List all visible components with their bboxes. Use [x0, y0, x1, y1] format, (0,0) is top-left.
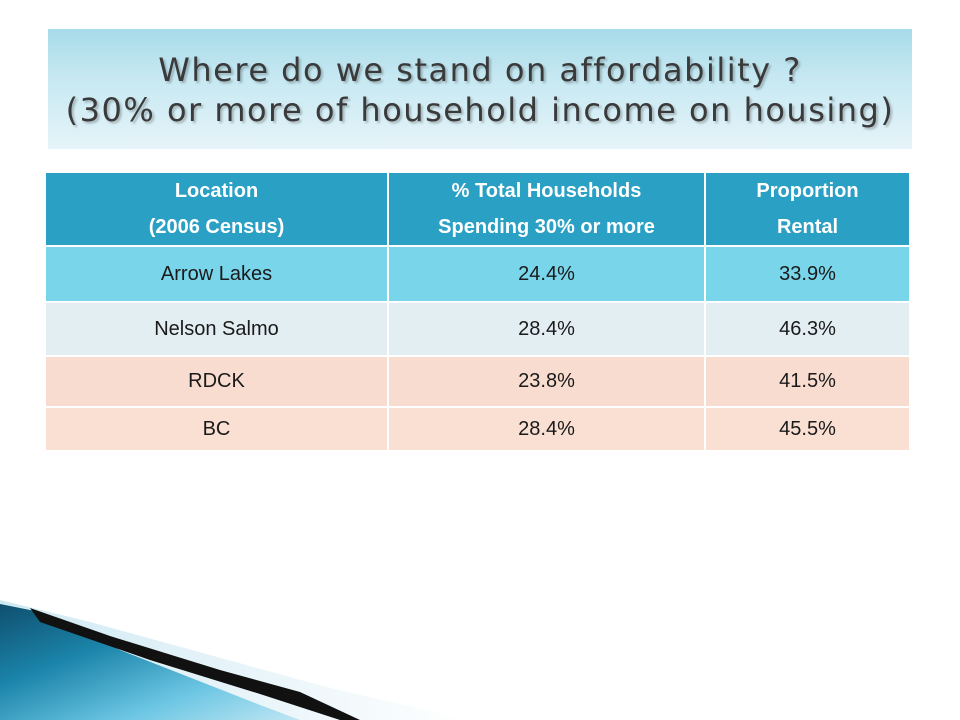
cell-total-households: 24.4%: [387, 245, 705, 302]
cell-total-households: 28.4%: [387, 406, 705, 450]
table-row: RDCK 23.8% 41.5%: [46, 355, 909, 407]
cell-location: Arrow Lakes: [46, 245, 388, 302]
header-location: Location (2006 Census): [46, 173, 388, 247]
title-line-1: Where do we stand on affordability ?: [158, 51, 802, 89]
header-proportion-rental: Proportion Rental: [704, 173, 909, 247]
header-total-households-line-1: % Total Households: [451, 180, 642, 202]
cell-proportion-rental: 45.5%: [704, 406, 909, 450]
cell-location: RDCK: [46, 355, 388, 407]
swoosh-dark-stroke: [30, 608, 360, 720]
cell-total-households: 28.4%: [387, 301, 705, 356]
cell-proportion-rental: 46.3%: [704, 301, 909, 356]
affordability-table: Location (2006 Census) % Total Household…: [46, 173, 909, 450]
cell-location: Nelson Salmo: [46, 301, 388, 356]
title-box: Where do we stand on affordability ? (30…: [48, 29, 912, 149]
cell-location: BC: [46, 406, 388, 450]
cell-proportion-rental: 41.5%: [704, 355, 909, 407]
header-total-households-line-2: Spending 30% or more: [438, 216, 655, 238]
title-line-2: (30% or more of household income on hous…: [65, 91, 895, 129]
table-header-row: Location (2006 Census) % Total Household…: [46, 173, 909, 247]
decorative-swoosh: [0, 600, 470, 720]
cell-proportion-rental: 33.9%: [704, 245, 909, 302]
table-row: Nelson Salmo 28.4% 46.3%: [46, 301, 909, 356]
table-row: Arrow Lakes 24.4% 33.9%: [46, 245, 909, 302]
cell-total-households: 23.8%: [387, 355, 705, 407]
header-proportion-rental-line-1: Proportion: [756, 180, 859, 202]
header-total-households: % Total Households Spending 30% or more: [387, 173, 705, 247]
header-location-line-2: (2006 Census): [148, 216, 285, 238]
header-proportion-rental-line-2: Rental: [776, 216, 839, 238]
table-row: BC 28.4% 45.5%: [46, 406, 909, 450]
header-location-line-1: Location: [174, 180, 259, 202]
